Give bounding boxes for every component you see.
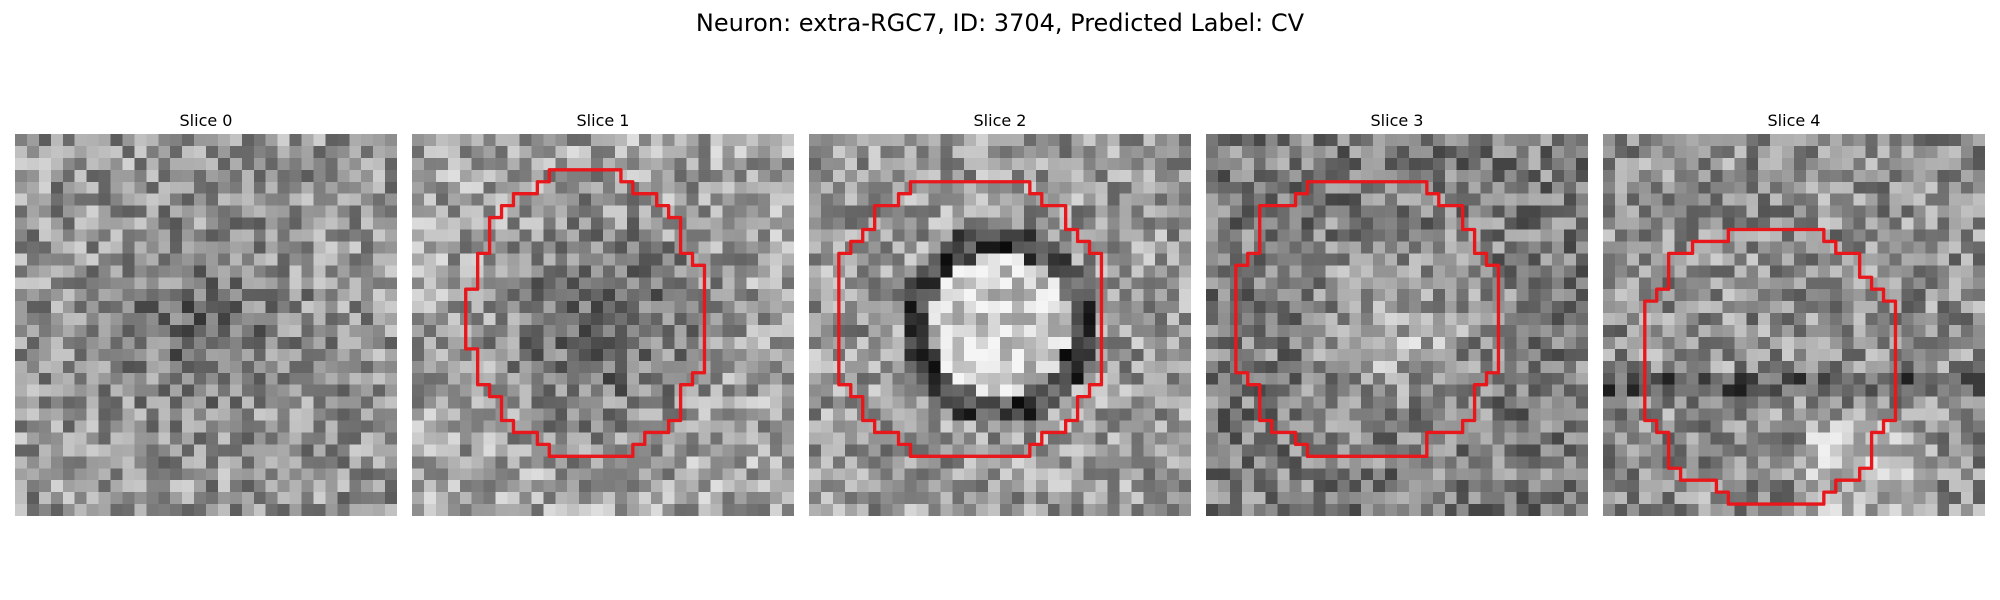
segmentation-overlay [412,134,794,516]
slice-image [1206,134,1588,516]
segmentation-contour [1645,230,1896,505]
slice-title: Slice 0 [15,108,397,134]
slice-image [412,134,794,516]
slice-image [809,134,1191,516]
figure-title: Neuron: extra-RGC7, ID: 3704, Predicted … [0,6,2000,40]
segmentation-overlay [809,134,1191,516]
slice-panel-0: Slice 0 [15,108,397,516]
grayscale-slice-canvas [15,134,397,516]
segmentation-contour [466,170,705,457]
segmentation-overlay [1603,134,1985,516]
slice-image [1603,134,1985,516]
segmentation-overlay [1206,134,1588,516]
slice-title: Slice 3 [1206,108,1588,134]
slice-title: Slice 2 [809,108,1191,134]
slice-panel-4: Slice 4 [1603,108,1985,516]
slice-panel-2: Slice 2 [809,108,1191,516]
segmentation-contour [839,182,1102,457]
slice-panel-3: Slice 3 [1206,108,1588,516]
slice-title: Slice 1 [412,108,794,134]
slice-title: Slice 4 [1603,108,1985,134]
slice-panel-1: Slice 1 [412,108,794,516]
segmentation-contour [1236,182,1499,457]
slice-image [15,134,397,516]
